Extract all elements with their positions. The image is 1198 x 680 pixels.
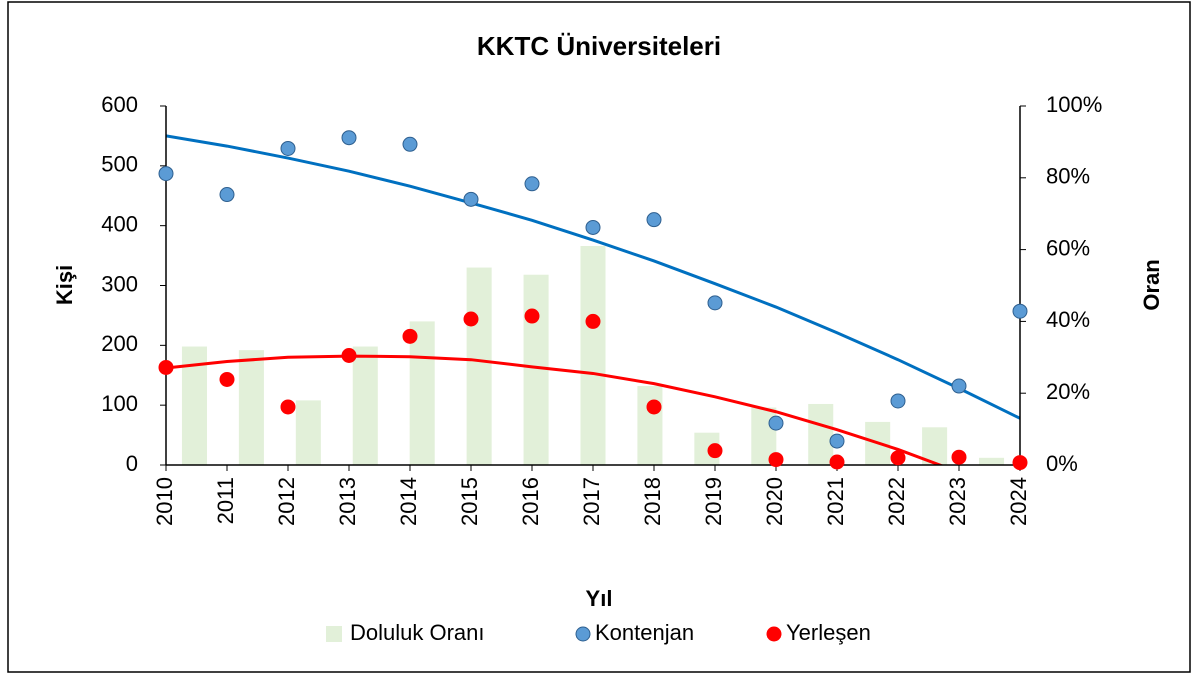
trendline [166,354,945,465]
y2-tick-label: 40% [1046,307,1090,332]
point [280,140,296,156]
point [524,308,540,324]
bar [352,346,378,465]
x-tick-label: 2016 [518,477,543,526]
point [768,452,784,468]
y2-tick-label: 0% [1046,451,1078,476]
point [463,191,479,207]
y2-tick-label: 20% [1046,379,1090,404]
point [1012,455,1028,471]
x-tick-label: 2014 [396,477,421,526]
point [158,166,174,182]
y-axis-label: Kişi [52,265,77,305]
point [524,176,540,192]
point [463,311,479,327]
y-tick-label: 500 [101,152,138,177]
x-tick-label: 2022 [884,477,909,526]
bar [295,400,321,465]
x-tick-label: 2012 [274,477,299,526]
y2-tick-label: 80% [1046,164,1090,189]
point [951,378,967,394]
y2-tick-label: 60% [1046,235,1090,260]
chart-title: KKTC Üniversiteleri [477,31,721,61]
point [768,415,784,431]
legend-swatch [575,626,591,642]
bar [580,246,606,465]
point [646,399,662,415]
point [890,393,906,409]
legend-swatch [766,626,782,642]
point [219,371,235,387]
x-tick-label: 2023 [945,477,970,526]
legend-label: Kontenjan [595,620,694,645]
x-axis-label: Yıl [586,586,613,611]
point [951,449,967,465]
point [1012,303,1028,319]
y2-tick-label: 100% [1046,92,1102,117]
bar [409,321,435,465]
point [707,443,723,459]
x-tick-label: 2017 [579,477,604,526]
y-tick-label: 200 [101,331,138,356]
point [402,328,418,344]
x-tick-label: 2020 [762,477,787,526]
point [341,348,357,364]
x-tick-label: 2011 [213,477,238,524]
bar [523,274,549,465]
x-tick-label: 2024 [1006,477,1031,526]
y-tick-label: 100 [101,391,138,416]
y-tick-label: 400 [101,211,138,236]
point [280,399,296,415]
point [219,187,235,203]
x-tick-label: 2010 [152,477,177,526]
bar [637,386,663,465]
y-tick-label: 300 [101,271,138,296]
legend-label: Yerleşen [786,620,871,645]
y-tick-label: 0 [126,451,138,476]
point [585,313,601,329]
point [829,433,845,449]
point [707,295,723,311]
point [890,450,906,466]
legend-label: Doluluk Oranı [350,620,485,645]
point [341,130,357,146]
x-tick-label: 2019 [701,477,726,526]
x-tick-label: 2018 [640,477,665,526]
y2-axis-label: Oran [1139,259,1164,310]
trendline [166,134,1020,420]
plot-area [166,134,1020,465]
x-tick-label: 2013 [335,477,360,526]
point [585,219,601,235]
point [829,454,845,470]
bar [979,457,1005,465]
y-tick-label: 600 [101,92,138,117]
bar [466,267,492,465]
point [646,212,662,228]
bar [238,350,264,465]
x-tick-label: 2015 [457,477,482,526]
point [158,359,174,375]
bar [808,403,834,465]
x-tick-label: 2021 [823,477,848,526]
legend-swatch [326,626,342,642]
point [402,136,418,152]
